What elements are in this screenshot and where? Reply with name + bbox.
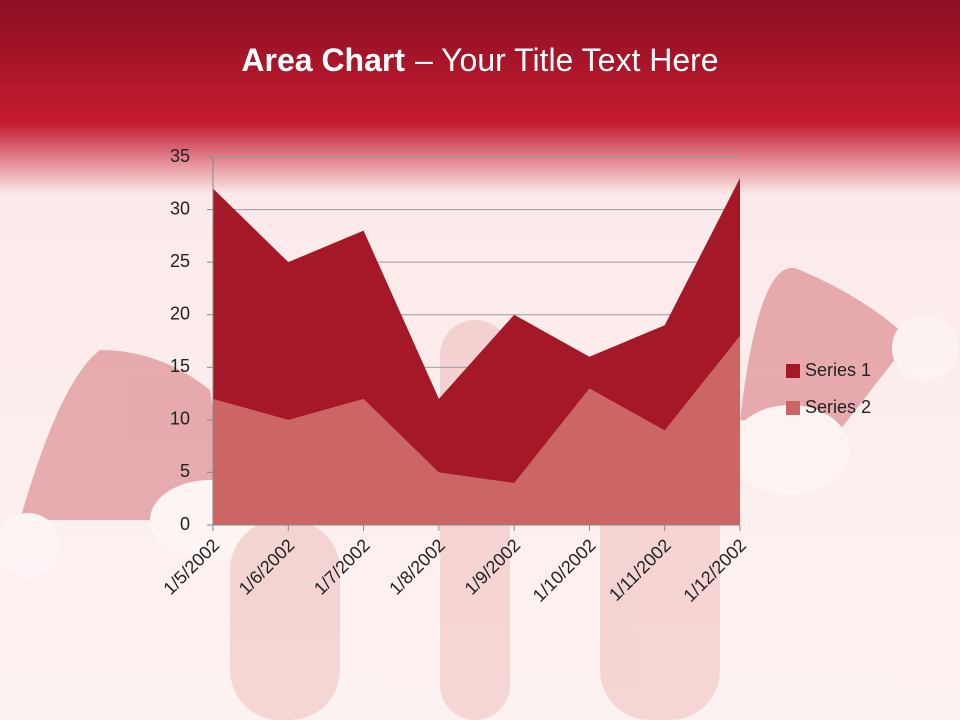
legend-label: Series 2 xyxy=(805,397,871,417)
title-rest: – Your Title Text Here xyxy=(415,42,719,78)
y-tick-label: 10 xyxy=(170,409,190,429)
area xyxy=(213,335,740,525)
y-tick-label: 5 xyxy=(180,461,190,481)
legend-swatch xyxy=(786,364,800,378)
slide-title: Area Chart – Your Title Text Here xyxy=(241,42,718,78)
title-bold: Area Chart xyxy=(241,42,405,78)
y-tick-label: 30 xyxy=(170,198,190,218)
y-tick-label: 35 xyxy=(170,146,190,166)
legend-label: Series 1 xyxy=(805,360,871,380)
y-tick-label: 25 xyxy=(170,251,190,271)
y-tick-label: 15 xyxy=(170,356,190,376)
y-tick-label: 20 xyxy=(170,303,190,323)
y-tick-label: 0 xyxy=(180,514,190,534)
legend-swatch xyxy=(786,401,800,415)
